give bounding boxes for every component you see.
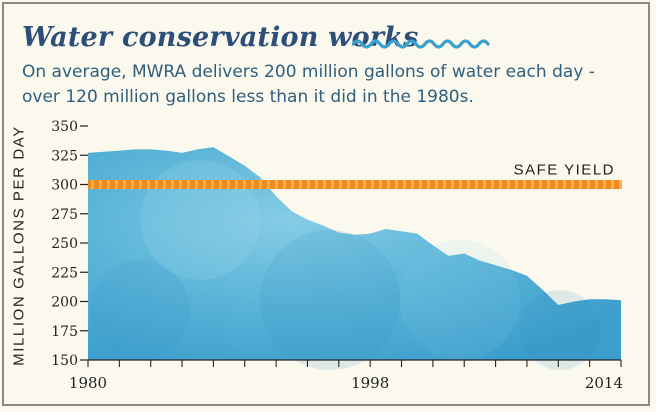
safe-yield-label: SAFE YIELD — [514, 162, 615, 179]
safe-yield-dash — [435, 180, 438, 189]
texture-blotch — [140, 160, 260, 280]
safe-yield-dash — [515, 180, 518, 189]
safe-yield-dash — [211, 180, 214, 189]
texture-blotch — [260, 230, 400, 370]
safe-yield-dash — [307, 180, 310, 189]
safe-yield-dash — [291, 180, 294, 189]
safe-yield-dash — [331, 180, 334, 189]
safe-yield-dash — [547, 180, 550, 189]
safe-yield-dash — [523, 180, 526, 189]
safe-yield-dash — [251, 180, 254, 189]
safe-yield-dash — [155, 180, 158, 189]
safe-yield-dash — [379, 180, 382, 189]
safe-yield-dash — [467, 180, 470, 189]
chart-subtitle: On average, MWRA delivers 200 million ga… — [22, 62, 595, 107]
safe-yield-dash — [323, 180, 326, 189]
safe-yield-dash — [475, 180, 478, 189]
safe-yield-dash — [571, 180, 574, 189]
safe-yield-dash — [243, 180, 246, 189]
safe-yield-dash — [595, 180, 598, 189]
safe-yield-dash — [171, 180, 174, 189]
x-axis-ticks: 1980 1998 2014 — [69, 360, 623, 392]
safe-yield-dash — [531, 180, 534, 189]
safe-yield-dash — [411, 180, 414, 189]
y-axis-label: MILLION GALLONS PER DAY — [10, 125, 28, 366]
safe-yield-dash — [227, 180, 230, 189]
safe-yield-dash — [539, 180, 542, 189]
safe-yield-dash — [587, 180, 590, 189]
safe-yield-dash — [491, 180, 494, 189]
safe-yield-dash — [419, 180, 422, 189]
safe-yield-dash — [555, 180, 558, 189]
safe-yield-dash — [563, 180, 566, 189]
safe-yield-dash — [387, 180, 390, 189]
y-tick-label: 225 — [51, 265, 78, 281]
watercolor-texture — [90, 160, 600, 370]
safe-yield-dash — [123, 180, 126, 189]
safe-yield-dash — [499, 180, 502, 189]
y-tick-label: 150 — [51, 353, 78, 369]
safe-yield-dash — [347, 180, 350, 189]
safe-yield-dash — [267, 180, 270, 189]
texture-blotch — [90, 260, 190, 360]
safe-yield-dash — [355, 180, 358, 189]
safe-yield-dash — [139, 180, 142, 189]
y-tick-label: 350 — [51, 119, 78, 135]
safe-yield-dash — [283, 180, 286, 189]
safe-yield-dash — [275, 180, 278, 189]
safe-yield-line — [88, 180, 621, 189]
safe-yield-dash — [371, 180, 374, 189]
safe-yield-dash — [579, 180, 582, 189]
safe-yield-dash — [195, 180, 198, 189]
safe-yield-dash — [179, 180, 182, 189]
safe-yield-dash — [259, 180, 262, 189]
safe-yield-dash — [187, 180, 190, 189]
safe-yield-dash — [315, 180, 318, 189]
safe-yield-dash — [483, 180, 486, 189]
safe-yield-dash — [115, 180, 118, 189]
y-tick-label: 325 — [51, 148, 78, 164]
y-tick-label: 300 — [51, 178, 78, 194]
safe-yield-dash — [219, 180, 222, 189]
safe-yield-dash — [403, 180, 406, 189]
y-tick-label: 175 — [51, 324, 78, 340]
safe-yield-dash — [203, 180, 206, 189]
x-tick-label: 2014 — [585, 374, 623, 392]
x-tick-label: 1980 — [69, 374, 107, 392]
y-tick-label: 200 — [51, 295, 78, 311]
safe-yield-dash — [443, 180, 446, 189]
water-delivery-area — [88, 147, 621, 360]
wave-icon — [352, 39, 490, 49]
safe-yield-dash — [235, 180, 238, 189]
safe-yield-dash — [459, 180, 462, 189]
safe-yield-dash — [395, 180, 398, 189]
safe-yield-dash — [339, 180, 342, 189]
y-axis-ticks: 350 325 300 275 250 225 200 175 150 — [51, 119, 88, 369]
safe-yield-dash — [147, 180, 150, 189]
safe-yield-dash — [91, 180, 94, 189]
texture-blotch — [520, 290, 600, 370]
chart-title: Water conservation works — [22, 22, 419, 53]
safe-yield-dash — [363, 180, 366, 189]
texture-blotch — [400, 240, 520, 360]
y-tick-label: 250 — [51, 236, 78, 252]
x-tick-label: 1998 — [351, 374, 389, 392]
safe-yield-dash — [603, 180, 606, 189]
safe-yield-dash — [299, 180, 302, 189]
safe-yield-dash — [99, 180, 102, 189]
safe-yield-dash — [107, 180, 110, 189]
safe-yield-dash — [163, 180, 166, 189]
safe-yield-dash — [619, 180, 622, 189]
safe-yield-dash — [451, 180, 454, 189]
y-tick-label: 275 — [51, 207, 78, 223]
safe-yield-dash — [611, 180, 614, 189]
safe-yield-dash — [427, 180, 430, 189]
safe-yield-dash — [131, 180, 134, 189]
safe-yield-dash — [507, 180, 510, 189]
